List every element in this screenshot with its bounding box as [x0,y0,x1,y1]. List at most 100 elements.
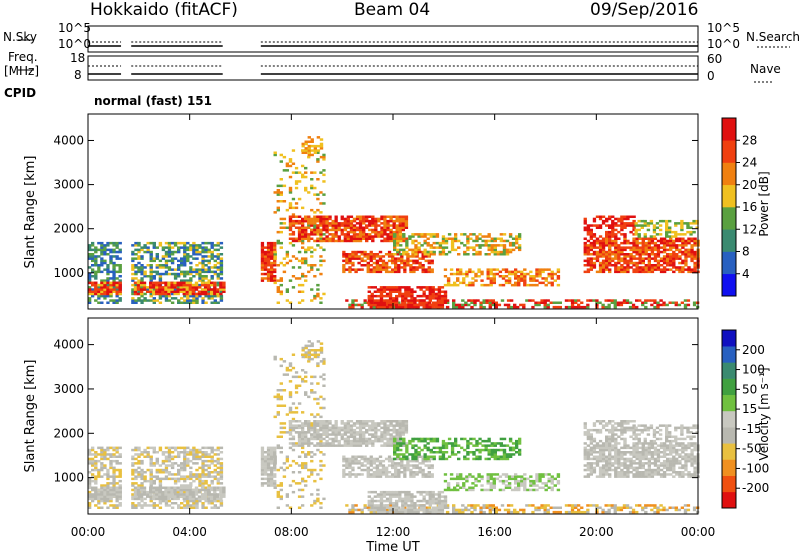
power-cell [605,230,609,234]
vel-cell [210,497,214,501]
power-cell [316,228,320,232]
power-cell [478,237,482,240]
vel-cell [183,453,187,456]
power-cell [198,268,202,271]
vel-cell [404,426,409,430]
power-cell [508,235,513,238]
power-cell [631,303,636,307]
vel-cell [365,442,369,445]
power-cell [463,244,467,247]
power-cell [620,250,624,254]
power-cell [342,255,346,258]
power-cell [399,248,403,252]
power-cell [186,297,190,300]
power-cell [475,244,479,247]
vel-cell [94,462,98,465]
power-cell [507,272,512,276]
vel-cell [316,349,321,352]
vel-cell [368,424,372,427]
power-cell [632,268,636,271]
power-cell [501,268,506,271]
power-cell [370,292,374,296]
power-cell [382,301,387,304]
power-cell [100,264,104,267]
power-cell [601,268,606,271]
power-cell [626,239,630,243]
vel-cell [304,433,308,436]
power-cell [608,264,612,267]
power-cell [398,305,402,309]
vel-cell [276,495,280,498]
vel-cell [389,428,393,432]
power-cell [103,261,107,265]
power-cell [397,259,401,263]
vel-cell [139,495,144,498]
power-cell [452,303,456,307]
vel-cell [167,477,172,481]
vel-cell [140,453,144,456]
vel-cell [377,422,381,425]
vel-cell [115,468,119,472]
power-cell [401,215,405,218]
power-cell [288,186,293,190]
power-cell [605,224,609,227]
vel-cell [404,431,409,434]
power-cell [167,255,172,258]
power-cell [204,250,208,254]
power-cell [459,272,463,276]
power-cell [213,255,217,258]
vel-cell [158,497,162,501]
vel-cell [177,471,181,474]
power-cell [671,230,675,234]
power-cell [614,270,618,274]
power-cell [605,241,609,245]
vel-cell [285,466,289,470]
power-cell [634,224,638,227]
vel-cell [404,424,409,427]
vel-cell [355,437,360,441]
power-cell [391,253,395,256]
vel-cell [358,439,363,443]
power-cell [638,246,642,249]
vel-cell [188,493,192,496]
vel-cell [188,495,192,498]
power-cell [346,237,350,240]
power-cell [164,261,169,265]
power-cell [380,222,384,225]
vel-cell [207,455,211,458]
power-cell [384,253,389,256]
power-cell [494,303,498,307]
power-cell [288,259,293,263]
power-cell [535,283,539,287]
power-cell [106,292,110,296]
power-cell [517,281,521,285]
power-cell [392,224,396,227]
vel-cell [389,433,393,436]
power-cell [319,211,323,214]
power-cell [310,153,314,157]
vel-cell [337,444,341,447]
power-cell [118,268,122,271]
vel-cell [383,420,387,423]
vel-cell [325,442,329,445]
power-cell [614,253,618,256]
power-cell [352,219,357,223]
power-cell [598,235,603,238]
power-cell [607,305,611,309]
vel-cell [354,473,358,476]
power-cell [611,250,615,254]
vel-cell [139,493,144,496]
power-cell [425,288,429,291]
vel-cell [380,431,384,434]
vel-cell [195,455,199,458]
power-cell [515,241,519,245]
vel-cell [134,457,138,461]
vel-cell [170,490,174,494]
power-cell [656,239,661,243]
power-cell [186,294,190,298]
vel-cell [263,473,268,476]
power-cell [620,253,624,256]
vel-cell [109,486,113,489]
vel-cell [401,431,405,434]
